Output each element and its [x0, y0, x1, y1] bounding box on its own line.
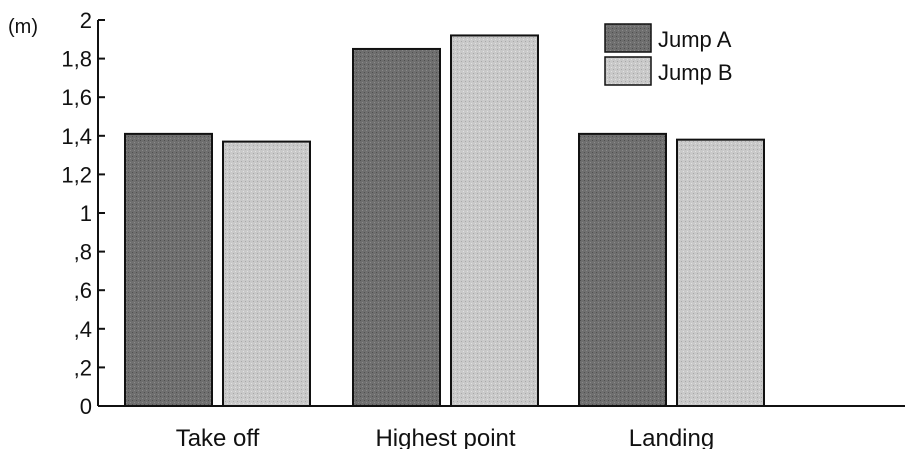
bar-jump-a-landing: [578, 132, 667, 407]
y-tick-label: 0: [80, 394, 92, 419]
legend: Jump A Jump B: [604, 23, 733, 86]
y-tick-label: 1,6: [61, 85, 92, 110]
x-category-label: Take off: [176, 425, 260, 449]
x-category-label: Highest point: [375, 425, 515, 449]
legend-label-jump-b: Jump B: [658, 60, 733, 85]
y-tick-label: 2: [80, 8, 92, 33]
y-tick-label: ,8: [74, 240, 92, 265]
y-tick-label: 1,4: [61, 124, 92, 149]
y-axis-unit-label: (m): [8, 16, 38, 38]
bar-jump-b-landing: [676, 138, 765, 407]
category-labels: Take off Highest point Landing: [176, 425, 715, 449]
bar-jump-a-take-off: [124, 132, 213, 407]
bar-jump-a-highest-point: [352, 47, 441, 407]
legend-label-jump-a: Jump A: [658, 27, 732, 52]
y-tick-label: 1,8: [61, 47, 92, 72]
bar-jump-b-take-off: [222, 140, 311, 407]
y-tick-label: ,2: [74, 355, 92, 380]
y-tick-label: ,4: [74, 317, 92, 342]
y-tick-label: ,6: [74, 278, 92, 303]
bars: [124, 34, 765, 407]
legend-swatch-jump-a: [604, 23, 652, 53]
x-category-label: Landing: [629, 425, 714, 449]
bar-jump-b-highest-point: [450, 34, 539, 407]
y-ticks: 0 ,2 ,4 ,6 ,8 1 1,2 1,4 1,6 1,8 2: [61, 8, 105, 419]
y-tick-label: 1: [80, 201, 92, 226]
y-tick-label: 1,2: [61, 162, 92, 187]
legend-swatch-jump-b: [604, 56, 652, 86]
